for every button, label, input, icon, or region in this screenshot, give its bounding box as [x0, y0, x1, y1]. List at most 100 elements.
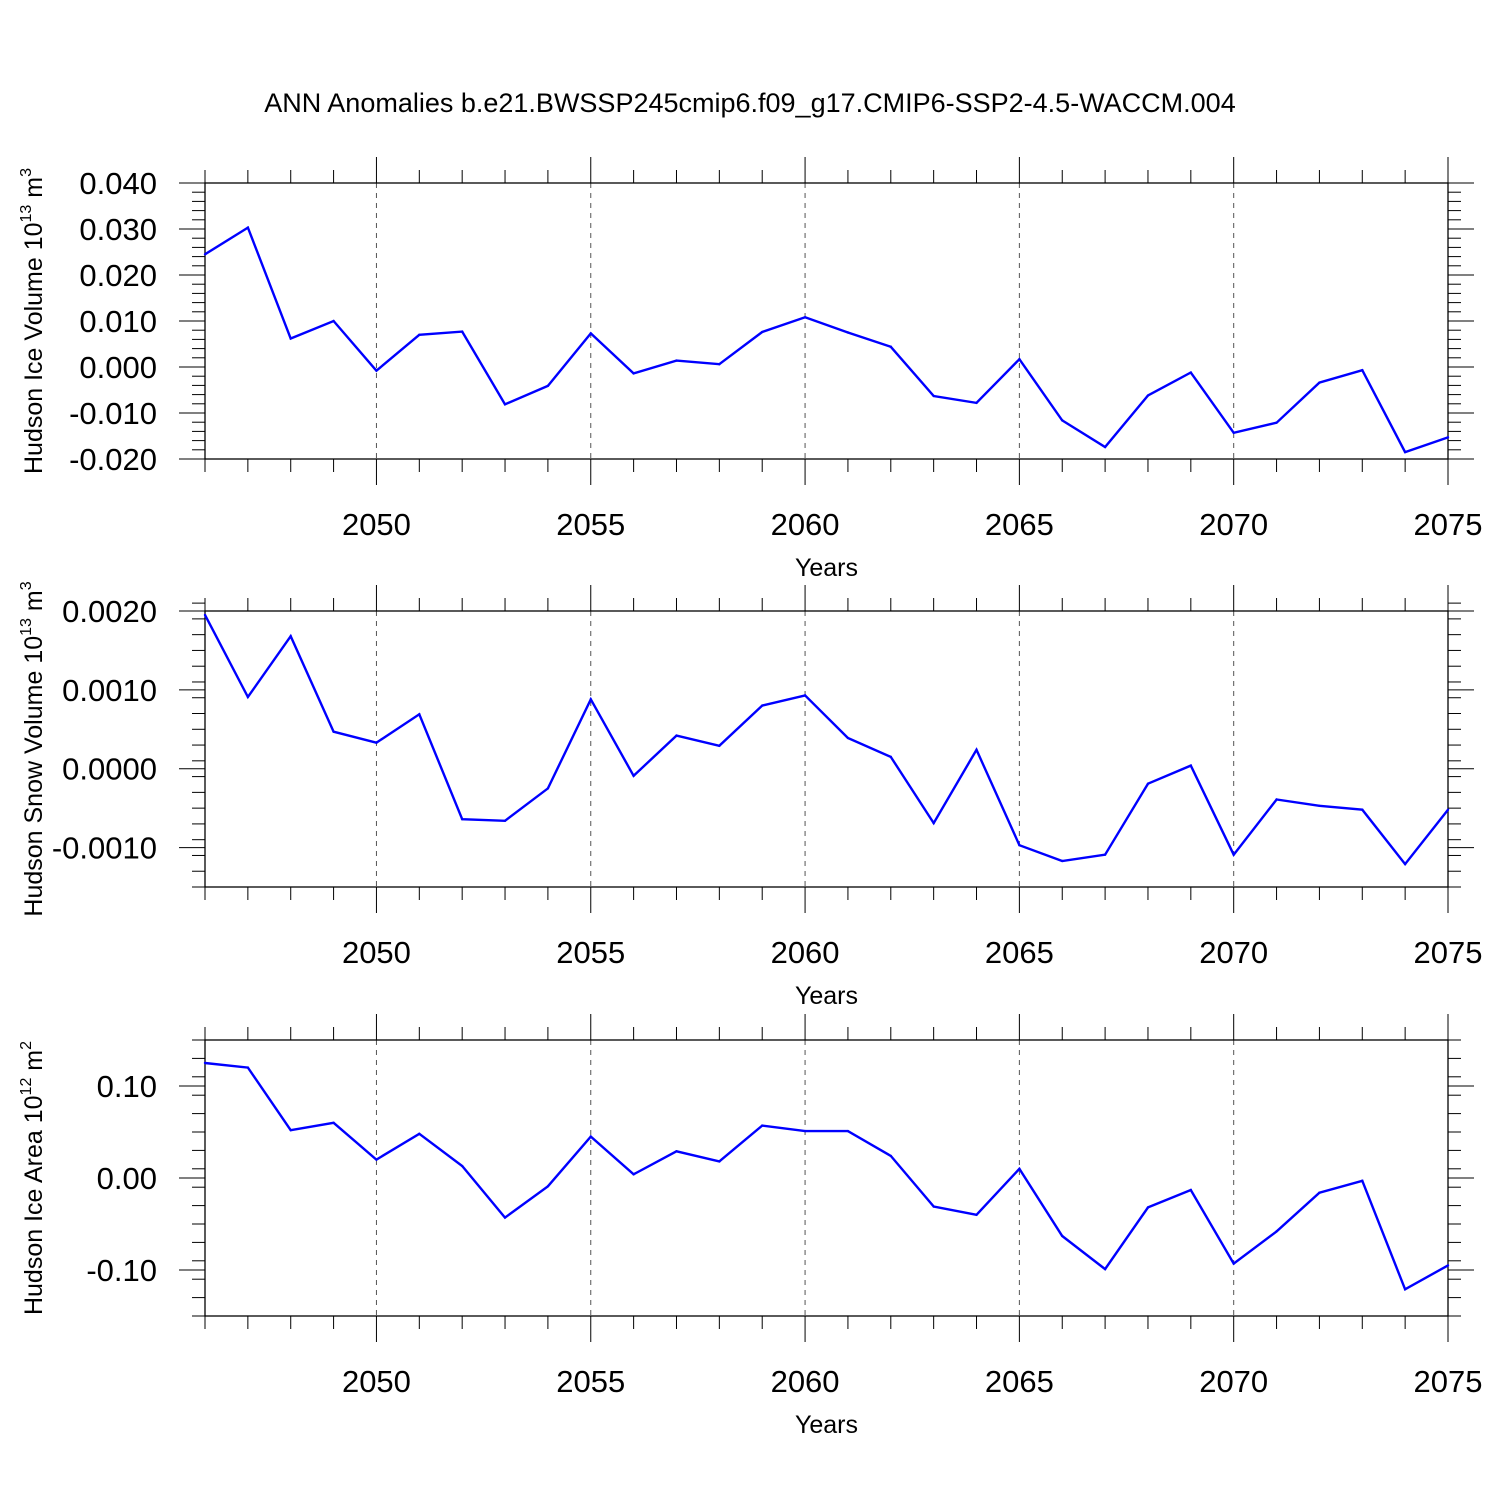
ice-area-x-tick-label: 2065	[985, 1364, 1054, 1399]
ice-area-data-point	[889, 1154, 892, 1158]
snow-volume-y-tick-label: -0.0010	[52, 831, 157, 866]
ice-area-y-tick-label: 0.00	[97, 1161, 157, 1196]
ice-volume-data-point	[546, 384, 550, 388]
ice-volume-x-tick-label: 2055	[556, 507, 625, 542]
ice-volume-data-point	[1403, 450, 1407, 454]
snow-volume-data-point	[1103, 853, 1107, 856]
ice-volume-series-line	[204, 225, 1449, 454]
ice-volume-data-point	[1361, 369, 1364, 372]
ice-volume-data-point	[503, 403, 507, 406]
chart-title: ANN Anomalies b.e21.BWSSP245cmip6.f09_g1…	[264, 88, 1235, 118]
ice-volume-x-tick-label: 2065	[985, 507, 1054, 542]
ice-volume-data-point	[203, 253, 207, 256]
panel-ice-volume: -0.020 -0.010 0.000 0.010 0.020 0.030 0.040 205…	[18, 157, 1482, 582]
snow-volume-data-point	[1361, 808, 1364, 811]
ice-area-x-axis-title: Years	[795, 1411, 858, 1439]
ice-volume-data-point	[632, 372, 635, 375]
panel-snow-volume: -0.0010 0.0000 0.0010 0.0020 2050 2055 2060 206…	[18, 581, 1482, 1010]
snow-volume-data-point	[1146, 782, 1150, 785]
ice-area-data-point	[761, 1124, 764, 1127]
snow-volume-data-point	[889, 755, 892, 759]
ice-area-data-point	[675, 1150, 678, 1153]
ice-area-data-point	[932, 1205, 935, 1208]
ice-volume-data-point	[1018, 357, 1021, 361]
ice-area-data-point	[203, 1061, 207, 1065]
ice-area-x-tick-label: 2070	[1199, 1364, 1268, 1399]
snow-volume-plot-frame	[204, 610, 1449, 888]
ice-area-data-point	[1318, 1191, 1321, 1194]
ice-area-data-point	[418, 1132, 421, 1136]
ice-volume-data-point	[932, 394, 935, 398]
ice-volume-y-axis-title: Hudson Ice Volume 1013 m3	[18, 168, 48, 474]
ice-volume-y-tick-label: 0.010	[79, 304, 157, 339]
ice-volume-x-axis-title: Years	[795, 554, 858, 582]
snow-volume-data-point	[846, 736, 850, 740]
snow-volume-data-point	[975, 748, 978, 751]
snow-volume-data-point	[546, 787, 550, 790]
snow-volume-data-point	[418, 713, 421, 716]
ice-volume-y-tick-label: -0.020	[69, 442, 157, 477]
ice-area-data-point	[1189, 1188, 1193, 1192]
snow-volume-data-point	[1318, 804, 1321, 807]
snow-volume-data-point	[289, 635, 292, 638]
ice-area-data-point	[718, 1160, 721, 1163]
ice-volume-data-point	[460, 330, 464, 333]
ice-area-y-tick-label: 0.10	[97, 1069, 157, 1104]
ice-area-x-tick-label: 2050	[342, 1364, 411, 1399]
snow-volume-x-axis-title: Years	[795, 982, 858, 1010]
ice-volume-data-point	[846, 331, 850, 334]
ice-volume-y-tick-label: 0.030	[79, 212, 157, 247]
snow-volume-data-point	[675, 734, 678, 737]
snow-volume-data-point	[332, 730, 335, 733]
ice-volume-y-tick-label: -0.010	[69, 396, 157, 431]
snow-volume-data-point	[1275, 798, 1278, 801]
ice-area-data-point	[503, 1216, 507, 1219]
ice-area-data-point	[375, 1158, 378, 1161]
snow-volume-data-point	[375, 741, 378, 744]
ice-area-data-point	[1446, 1264, 1450, 1267]
snow-volume-data-point	[503, 819, 507, 822]
ice-volume-x-tick-label: 2070	[1199, 507, 1268, 542]
snow-volume-y-tick-label: 0.0000	[62, 752, 157, 787]
ice-area-series-line	[204, 1061, 1449, 1292]
ice-volume-data-point	[1061, 419, 1064, 422]
ice-volume-data-point	[332, 319, 335, 323]
snow-volume-x-tick-label: 2050	[342, 935, 411, 970]
ice-volume-data-point	[289, 337, 292, 340]
ice-area-data-point	[1018, 1167, 1021, 1171]
ice-area-data-point	[460, 1164, 464, 1168]
ice-volume-data-point	[589, 332, 592, 335]
ice-volume-data-point	[1318, 381, 1321, 384]
snow-volume-data-point	[460, 817, 464, 821]
ice-volume-data-point	[803, 316, 807, 319]
ice-volume-data-point	[375, 369, 378, 372]
ice-area-y-tick-label: -0.10	[86, 1253, 157, 1288]
ice-volume-data-point	[675, 359, 678, 362]
ice-volume-data-point	[418, 333, 421, 336]
ice-volume-data-point	[246, 226, 250, 229]
snow-volume-x-tick-label: 2055	[556, 935, 625, 970]
snow-volume-data-point	[632, 774, 635, 778]
ice-area-data-point	[1403, 1288, 1407, 1291]
ice-area-data-point	[1146, 1206, 1150, 1209]
ice-area-data-point	[975, 1213, 978, 1217]
snow-volume-data-point	[1189, 764, 1193, 767]
ice-volume-data-point	[1103, 445, 1107, 449]
ice-volume-y-tick-label: 0.020	[79, 258, 157, 293]
ice-area-data-point	[546, 1185, 550, 1188]
ice-area-data-point	[332, 1121, 335, 1125]
ice-volume-x-tick-label: 2075	[1414, 507, 1483, 542]
ice-volume-data-point	[1446, 436, 1450, 439]
ice-volume-y-tick-label: 0.000	[79, 350, 157, 385]
snow-volume-y-tick-label: 0.0010	[62, 673, 157, 708]
snow-volume-data-point	[1446, 808, 1450, 811]
ice-area-data-point	[589, 1135, 592, 1138]
snow-volume-data-point	[718, 744, 721, 748]
snow-volume-y-tick-label: 0.0020	[62, 594, 157, 629]
snow-volume-data-point	[1403, 862, 1407, 866]
snow-volume-y-axis-title: Hudson Snow Volume 1013 m3	[18, 581, 48, 916]
snow-volume-x-tick-label: 2060	[771, 935, 840, 970]
ice-area-x-tick-label: 2060	[771, 1364, 840, 1399]
snow-volume-data-point	[1232, 853, 1235, 856]
